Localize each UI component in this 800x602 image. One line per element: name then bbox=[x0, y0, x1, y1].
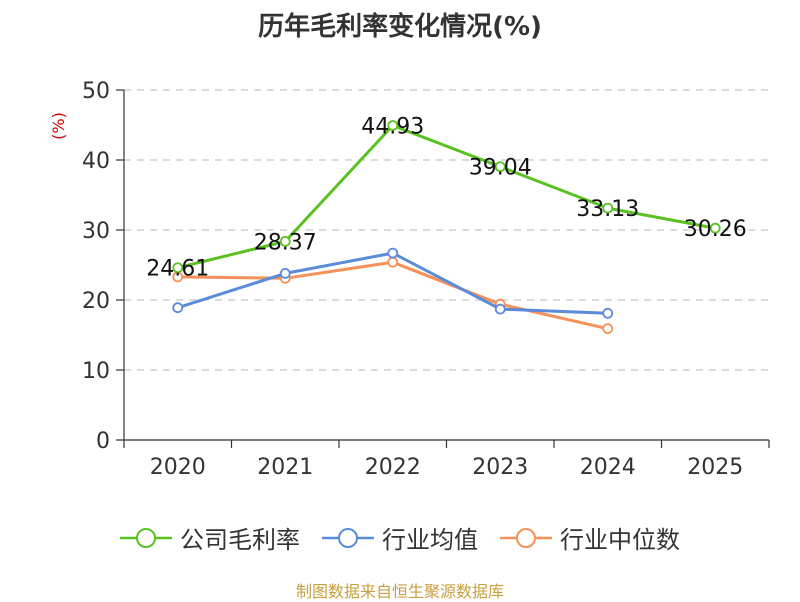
data-point bbox=[494, 303, 506, 315]
y-tick-label: 40 bbox=[82, 149, 110, 174]
y-tick-label: 20 bbox=[82, 289, 110, 314]
x-tick-labels: 2020 2021 2022 2023 2024 2025 bbox=[150, 455, 744, 480]
legend-marker-icon bbox=[500, 527, 552, 548]
data-label: 44.93 bbox=[361, 114, 424, 139]
series-line-3 bbox=[177, 260, 609, 331]
chart-title: 历年毛利率变化情况(%) bbox=[258, 12, 542, 42]
x-tick-label: 2023 bbox=[472, 455, 528, 480]
data-label: 30.26 bbox=[684, 217, 747, 242]
legend-circle bbox=[136, 527, 156, 548]
data-point bbox=[494, 161, 506, 173]
data-point bbox=[387, 120, 399, 131]
x-tick-label: 2022 bbox=[365, 455, 421, 480]
data-point bbox=[602, 307, 614, 319]
x-tick-label: 2020 bbox=[150, 455, 206, 480]
x-tick-label: 2021 bbox=[257, 455, 313, 480]
legend-label: 行业均值 bbox=[382, 526, 478, 554]
data-point bbox=[172, 262, 184, 274]
legend-circle bbox=[338, 527, 358, 548]
series-lines bbox=[172, 120, 721, 335]
grid-lines bbox=[124, 89, 769, 371]
data-point bbox=[279, 236, 291, 247]
legend-item-2[interactable]: 行业均值 bbox=[322, 520, 478, 555]
y-tick-labels: 0 10 20 30 40 50 bbox=[82, 79, 110, 454]
data-point bbox=[387, 256, 399, 268]
y-tick-label: 30 bbox=[82, 219, 110, 244]
legend-marker-icon bbox=[120, 527, 172, 548]
data-point bbox=[602, 323, 614, 335]
data-label: 24.61 bbox=[146, 257, 209, 282]
y-tick-label: 50 bbox=[82, 79, 110, 104]
data-point bbox=[279, 267, 291, 279]
data-label: 39.04 bbox=[469, 156, 532, 181]
legend-circle bbox=[516, 527, 536, 548]
data-point bbox=[709, 222, 721, 234]
x-tick-label: 2025 bbox=[687, 455, 743, 480]
source-note: 制图数据来自恒生聚源数据库 bbox=[295, 582, 504, 601]
data-label: 33.13 bbox=[576, 197, 639, 222]
legend-item-1[interactable]: 公司毛利率 bbox=[120, 520, 300, 555]
data-labels: 24.61 28.37 44.93 39.04 33.13 30.26 bbox=[146, 114, 746, 281]
data-point bbox=[602, 202, 614, 214]
data-point bbox=[387, 247, 399, 259]
data-label: 28.37 bbox=[254, 230, 317, 255]
legend-item-3[interactable]: 行业中位数 bbox=[500, 520, 680, 555]
series-line-1 bbox=[177, 123, 716, 270]
x-tick-label: 2024 bbox=[580, 455, 636, 480]
y-tick-label: 10 bbox=[82, 359, 110, 384]
legend: 公司毛利率 行业均值 行业中位数 bbox=[0, 520, 800, 555]
y-tick-label: 0 bbox=[96, 429, 110, 454]
y-axis-label: (%) bbox=[49, 112, 68, 140]
axes bbox=[116, 89, 770, 448]
data-point bbox=[172, 302, 184, 314]
legend-label: 公司毛利率 bbox=[180, 526, 300, 554]
legend-marker-icon bbox=[322, 527, 374, 548]
legend-label: 行业中位数 bbox=[560, 526, 680, 554]
